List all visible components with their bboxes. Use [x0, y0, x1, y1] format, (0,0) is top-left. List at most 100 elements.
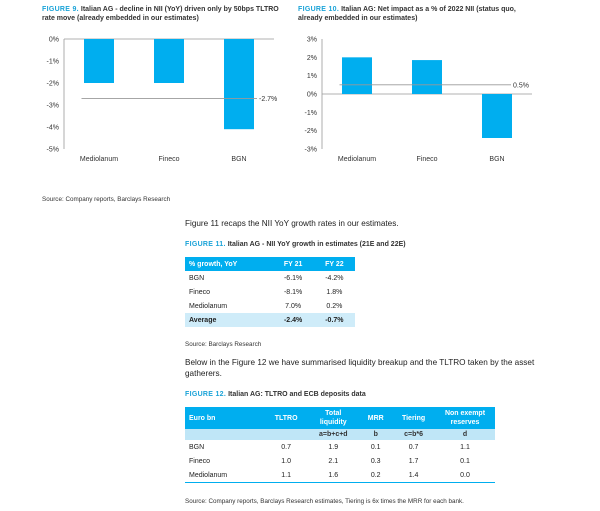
table-cell: -4.2% — [325, 274, 344, 282]
row-label: BGN — [189, 274, 205, 282]
table-row: Fineco -8.1% 1.8% — [185, 285, 355, 299]
x-tick-label: BGN — [231, 156, 246, 163]
figure-10-title-line1: Italian AG: Net impact as a % of 2022 NI… — [341, 6, 516, 13]
reference-line-label: 0.5% — [513, 82, 529, 89]
bar — [482, 94, 512, 138]
reference-line-label: -2.7% — [259, 96, 277, 103]
y-tick-label: -5% — [47, 147, 59, 154]
figure-9-title-line1: Italian AG - decline in NII (YoY) driven… — [80, 6, 279, 13]
charts-source: Source: Company reports, Barclays Resear… — [42, 196, 171, 203]
table-cell: 7.0% — [285, 302, 302, 310]
table-cell: 0.7 — [408, 443, 419, 451]
x-tick-label: Mediolanum — [338, 156, 376, 163]
table-cell: 1.7 — [408, 457, 419, 465]
figure-9-title-line2: rate move (already embedded in our estim… — [42, 15, 199, 22]
table-row: BGN -6.1% -4.2% — [185, 271, 355, 285]
column-header: Non exempt reserves — [435, 407, 495, 429]
table-cell: 0.2% — [326, 302, 343, 310]
figure-9-number: FIGURE 9. — [42, 6, 79, 13]
y-tick-label: -1% — [305, 110, 317, 117]
figure-9-title: FIGURE 9. Italian AG - decline in NII (Y… — [42, 5, 302, 23]
liquidity-paragraph-line1: Below in the Figure 12 we have summarise… — [185, 358, 535, 367]
table-cell: -6.1% — [283, 274, 303, 282]
figure-12-source: Source: Company reports, Barclays Resear… — [185, 498, 464, 505]
table-cell: 1.1 — [460, 443, 470, 451]
column-header: TLTRO — [265, 407, 308, 429]
x-tick-label: Mediolanum — [80, 156, 118, 163]
column-header: Total liquidity — [307, 407, 360, 429]
table-cell: -2.4% — [272, 313, 314, 327]
table-average-row: Average -2.4% -0.7% — [185, 313, 355, 327]
table-cell: 1.6 — [307, 468, 360, 483]
figure-10-title-line2: already embedded in our estimates) — [298, 15, 418, 22]
column-subheader: c=b*6 — [392, 429, 435, 440]
table-cell: -8.1% — [283, 288, 303, 296]
table-subheader-row: a=b+c+d b c=b*6 d — [185, 429, 495, 440]
table-row: BGN 0.7 1.9 0.1 0.7 1.1 — [185, 440, 495, 454]
table-row: Fineco 1.0 2.1 0.3 1.7 0.1 — [185, 454, 495, 468]
row-label: Average — [185, 313, 273, 327]
row-label: Fineco — [189, 457, 211, 465]
column-header: FY 21 — [272, 257, 314, 271]
table-cell: 0.3 — [370, 457, 381, 465]
liquidity-paragraph: Below in the Figure 12 we have summarise… — [185, 357, 565, 379]
table-header-row: Euro bn TLTRO Total liquidity MRR Tierin… — [185, 407, 495, 429]
table-row: Mediolanum 7.0% 0.2% — [185, 299, 355, 313]
column-header: MRR — [359, 407, 393, 429]
column-header: FY 22 — [313, 257, 355, 271]
y-tick-label: 2% — [307, 55, 317, 62]
bar — [154, 39, 184, 83]
figure-11-table: % growth, YoY FY 21 FY 22 BGN -6.1% -4.2… — [185, 257, 355, 327]
row-label: BGN — [189, 443, 205, 451]
y-tick-label: -3% — [47, 103, 59, 110]
table-cell: 2.1 — [328, 457, 339, 465]
column-subheader — [265, 429, 308, 440]
column-header: Tiering — [392, 407, 435, 429]
table-cell: 1.1 — [265, 468, 308, 483]
y-tick-label: -3% — [305, 147, 317, 154]
y-tick-label: 3% — [307, 37, 317, 44]
figure-11-title-text: Italian AG - NII YoY growth in estimates… — [227, 241, 406, 248]
table-cell: 0.1 — [370, 443, 381, 451]
table-header-row: % growth, YoY FY 21 FY 22 — [185, 257, 355, 271]
y-tick-label: -2% — [305, 128, 317, 135]
column-subheader: d — [435, 429, 495, 440]
row-label: Fineco — [189, 288, 211, 296]
x-tick-label: Fineco — [416, 156, 437, 163]
intro-paragraph: Figure 11 recaps the NII YoY growth rate… — [185, 219, 399, 228]
x-tick-label: BGN — [489, 156, 504, 163]
table-cell: 1.9 — [328, 443, 339, 451]
y-tick-label: 1% — [307, 73, 317, 80]
figure-11-title: FIGURE 11. Italian AG - NII YoY growth i… — [185, 240, 406, 249]
figure-10-chart: 3% 2% 1% 0% -1% -2% -3% Mediolanum Fineco BGN 0.5% — [305, 37, 532, 163]
liquidity-paragraph-line2: gatherers. — [185, 369, 222, 378]
table-cell: 1.8% — [326, 288, 343, 296]
table-row: Mediolanum 1.1 1.6 0.2 1.4 0.0 — [185, 468, 495, 483]
table-cell: 0.0 — [435, 468, 495, 483]
figure-11-source: Source: Barclays Research — [185, 341, 262, 348]
y-tick-label: 0% — [307, 92, 317, 99]
table-cell: 1.0 — [281, 457, 291, 465]
column-subheader — [185, 429, 265, 440]
y-tick-label: 0% — [49, 37, 59, 44]
figure-12-table: Euro bn TLTRO Total liquidity MRR Tierin… — [185, 407, 495, 483]
bar — [224, 39, 254, 130]
column-subheader: a=b+c+d — [307, 429, 360, 440]
figure-12-title-text: Italian AG: TLTRO and ECB deposits data — [228, 391, 366, 398]
figure-9-chart: 0% -1% -2% -3% -4% -5% Mediolanum Fineco BGN -2.7… — [47, 37, 278, 164]
column-header: Euro bn — [185, 407, 265, 429]
column-header: % growth, YoY — [185, 257, 273, 271]
row-label: Mediolanum — [189, 302, 228, 310]
row-label: Mediolanum — [185, 468, 265, 483]
figure-12-number: FIGURE 12. — [185, 391, 227, 398]
table-cell: -0.7% — [313, 313, 355, 327]
figure-10-number: FIGURE 10. — [298, 6, 340, 13]
figure-11-number: FIGURE 11. — [185, 241, 226, 248]
bar — [342, 57, 372, 94]
figure-10-title: FIGURE 10. Italian AG: Net impact as a %… — [298, 5, 588, 23]
table-cell: 0.1 — [460, 457, 470, 465]
column-subheader: b — [359, 429, 393, 440]
y-tick-label: -4% — [47, 125, 59, 132]
table-cell: 0.2 — [359, 468, 393, 483]
x-tick-label: Fineco — [158, 156, 179, 163]
